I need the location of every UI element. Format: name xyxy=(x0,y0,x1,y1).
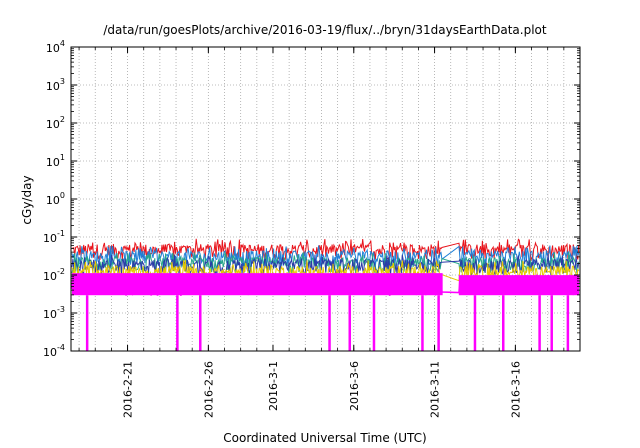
x-tick-label: 2016-2-26 xyxy=(202,361,215,418)
x-tick-label: 2016-3-6 xyxy=(348,361,361,411)
y-tick-label: 10-1 xyxy=(43,229,65,245)
x-tick-label: 2016-2-21 xyxy=(122,361,135,418)
chart-title: /data/run/goesPlots/archive/2016-03-19/f… xyxy=(103,23,546,37)
y-tick-label: 104 xyxy=(46,39,65,55)
y-tick-label: 10-3 xyxy=(43,305,65,321)
series-line xyxy=(71,254,580,277)
y-tick-label: 101 xyxy=(46,153,65,169)
series-band xyxy=(458,275,579,296)
x-tick-label: 2016-3-11 xyxy=(429,361,442,418)
series-line xyxy=(71,245,580,269)
x-axis-label: Coordinated Universal Time (UTC) xyxy=(223,431,426,445)
x-tick-label: 2016-3-16 xyxy=(509,361,522,418)
y-tick-label: 102 xyxy=(46,115,65,131)
y-tick-label: 10-4 xyxy=(43,343,65,359)
y-axis-label: cGy/day xyxy=(20,175,34,224)
y-tick-label: 103 xyxy=(46,77,65,93)
ticks: 10-4 10-3 10-2 10-1 100 101 102 103 104 2016-2-21… xyxy=(43,39,580,418)
y-tick-label: 10-2 xyxy=(43,267,65,283)
series-layer xyxy=(71,238,580,351)
series-band xyxy=(72,273,443,296)
series-line xyxy=(71,238,580,262)
x-tick-label: 2016-3-1 xyxy=(267,361,280,411)
y-tick-label: 100 xyxy=(46,191,65,207)
